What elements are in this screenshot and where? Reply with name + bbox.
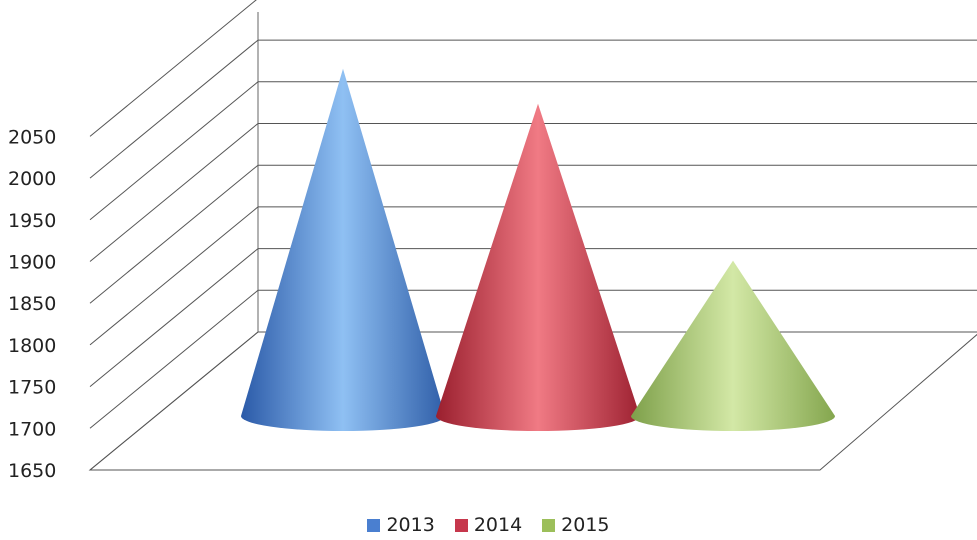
gridline-side	[90, 249, 258, 387]
y-tick-label: 1850	[8, 293, 56, 315]
y-tick-label: 2000	[8, 168, 56, 190]
legend-swatch	[455, 519, 468, 532]
legend-label: 2013	[386, 514, 434, 536]
legend-item-2013: 2013	[367, 514, 434, 536]
legend-item-2015: 2015	[542, 514, 609, 536]
y-tick-label: 1950	[8, 210, 56, 232]
cone-2014	[436, 104, 640, 431]
gridline-side	[90, 82, 258, 220]
cone-body	[631, 261, 835, 431]
gridline-side	[90, 165, 258, 303]
gridline-side	[90, 40, 258, 178]
y-tick-label: 1700	[8, 418, 56, 440]
legend-label: 2015	[561, 514, 609, 536]
gridline-side	[90, 332, 258, 470]
cone-2015	[631, 261, 835, 431]
legend-item-2014: 2014	[455, 514, 522, 536]
legend: 2013 2014 2015	[0, 510, 977, 540]
gridline-side	[90, 207, 258, 345]
legend-label: 2014	[474, 514, 522, 536]
gridline-side	[90, 0, 258, 136]
gridline-side	[90, 290, 258, 428]
y-tick-label: 1800	[8, 335, 56, 357]
y-tick-label: 1650	[8, 460, 56, 482]
legend-swatch	[367, 519, 380, 532]
gridline-side	[90, 124, 258, 262]
y-axis-ticks: 1650 1700 1750 1800 1850 1900 1950 2000 2050	[8, 126, 56, 482]
y-tick-label: 2050	[8, 126, 56, 148]
y-tick-label: 1750	[8, 377, 56, 399]
y-tick-label: 1900	[8, 252, 56, 274]
cone-body	[436, 104, 640, 431]
legend-swatch	[542, 519, 555, 532]
